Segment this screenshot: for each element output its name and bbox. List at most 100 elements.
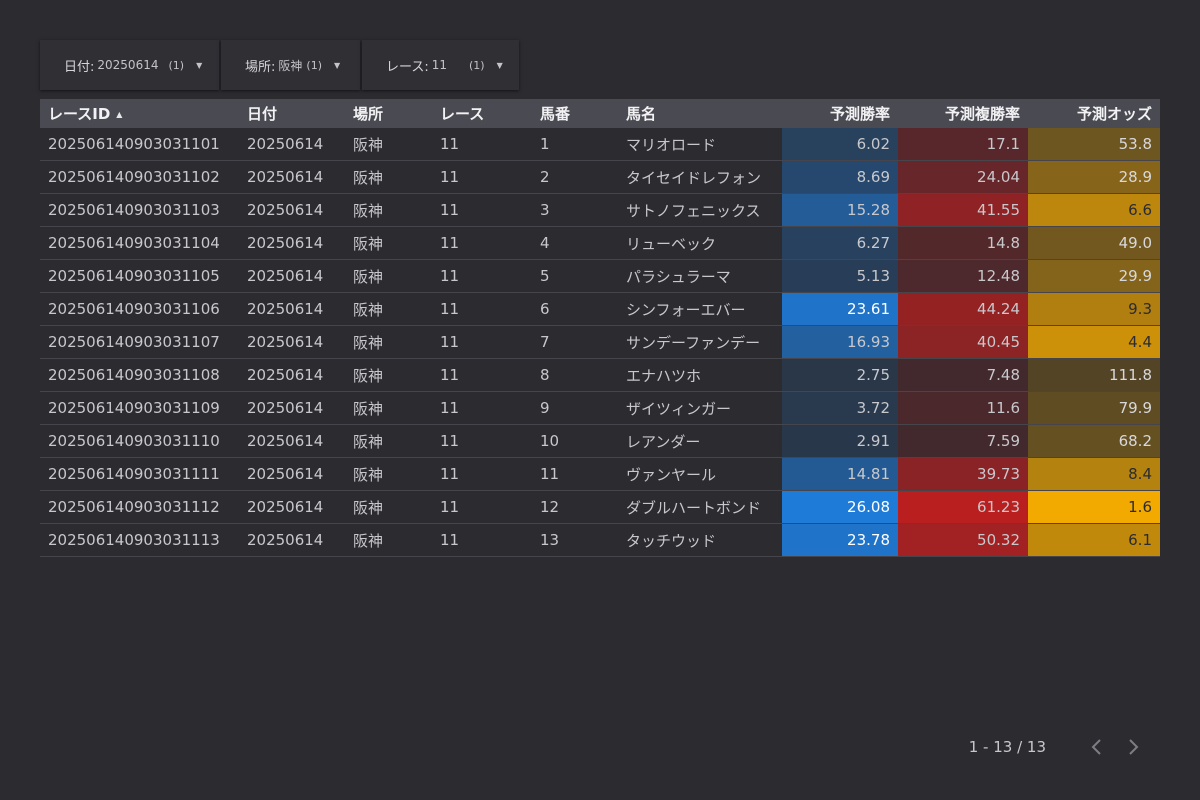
race-cell: 11 bbox=[432, 193, 532, 227]
column-header-race-id[interactable]: レースID ▲ bbox=[40, 99, 239, 128]
place-rate-cell: 24.04 bbox=[898, 160, 1028, 194]
table-row[interactable]: 202506140903031109 20250614 阪神 11 9 ザイツィンガー 3.… bbox=[40, 391, 1160, 425]
race-cell: 11 bbox=[432, 292, 532, 326]
date-cell: 20250614 bbox=[239, 490, 345, 524]
date-filter-label: 日付: bbox=[64, 59, 95, 75]
place-rate-cell: 39.73 bbox=[898, 457, 1028, 491]
horse-name-cell: ザイツィンガー bbox=[618, 391, 782, 425]
date-cell: 20250614 bbox=[239, 523, 345, 557]
race-filter[interactable]: レース: 11 (1) ▼ bbox=[362, 40, 519, 90]
date-cell: 20250614 bbox=[239, 457, 345, 491]
horse-number-cell: 12 bbox=[532, 490, 618, 524]
table-header-row: レースID ▲ 日付 場所 レース 馬番 馬名 予測勝率 予測複勝率 予測オッズ bbox=[40, 99, 1160, 128]
odds-cell: 79.9 bbox=[1028, 391, 1160, 425]
race-id-cell: 202506140903031102 bbox=[40, 160, 239, 194]
race-id-cell: 202506140903031110 bbox=[40, 424, 239, 458]
horse-number-cell: 9 bbox=[532, 391, 618, 425]
table-row[interactable]: 202506140903031106 20250614 阪神 11 6 シンフォーエバー 2… bbox=[40, 292, 1160, 326]
table-row[interactable]: 202506140903031105 20250614 阪神 11 5 パラシュラーマ 5.… bbox=[40, 259, 1160, 293]
place-filter-value: 阪神 bbox=[278, 58, 303, 73]
odds-cell: 53.8 bbox=[1028, 128, 1160, 161]
filter-bar: 日付: 20250614 (1) ▼ 場所: 阪神 (1) ▼ レース: 11 … bbox=[40, 40, 521, 90]
table-row[interactable]: 202506140903031108 20250614 阪神 11 8 エナハツホ 2.75… bbox=[40, 358, 1160, 392]
odds-cell: 68.2 bbox=[1028, 424, 1160, 458]
horse-number-cell: 2 bbox=[532, 160, 618, 194]
horse-name-cell: シンフォーエバー bbox=[618, 292, 782, 326]
results-table: レースID ▲ 日付 場所 レース 馬番 馬名 予測勝率 予測複勝率 予測オッズ … bbox=[40, 99, 1160, 557]
race-cell: 11 bbox=[432, 490, 532, 524]
win-rate-cell: 15.28 bbox=[782, 193, 898, 227]
race-cell: 11 bbox=[432, 325, 532, 359]
race-cell: 11 bbox=[432, 523, 532, 557]
win-rate-cell: 3.72 bbox=[782, 391, 898, 425]
table-row[interactable]: 202506140903031112 20250614 阪神 11 12 ダブルハートボン… bbox=[40, 490, 1160, 524]
place-cell: 阪神 bbox=[345, 523, 432, 557]
odds-cell: 1.6 bbox=[1028, 490, 1160, 524]
place-cell: 阪神 bbox=[345, 325, 432, 359]
table-row[interactable]: 202506140903031101 20250614 阪神 11 1 マリオロード 6.0… bbox=[40, 128, 1160, 161]
place-cell: 阪神 bbox=[345, 160, 432, 194]
place-cell: 阪神 bbox=[345, 259, 432, 293]
race-cell: 11 bbox=[432, 160, 532, 194]
win-rate-cell: 23.78 bbox=[782, 523, 898, 557]
odds-cell: 6.6 bbox=[1028, 193, 1160, 227]
column-header-place[interactable]: 場所 bbox=[345, 99, 432, 128]
win-rate-cell: 16.93 bbox=[782, 325, 898, 359]
win-rate-cell: 23.61 bbox=[782, 292, 898, 326]
table-row[interactable]: 202506140903031110 20250614 阪神 11 10 レアンダー 2.9… bbox=[40, 424, 1160, 458]
place-rate-cell: 41.55 bbox=[898, 193, 1028, 227]
table-row[interactable]: 202506140903031104 20250614 阪神 11 4 リューベック 6.2… bbox=[40, 226, 1160, 260]
place-filter[interactable]: 場所: 阪神 (1) ▼ bbox=[221, 40, 360, 90]
column-header-date[interactable]: 日付 bbox=[239, 99, 345, 128]
table-row[interactable]: 202506140903031111 20250614 阪神 11 11 ヴァンヤール 14… bbox=[40, 457, 1160, 491]
place-rate-cell: 7.48 bbox=[898, 358, 1028, 392]
date-cell: 20250614 bbox=[239, 226, 345, 260]
race-id-cell: 202506140903031111 bbox=[40, 457, 239, 491]
race-cell: 11 bbox=[432, 358, 532, 392]
column-header-race[interactable]: レース bbox=[432, 99, 532, 128]
chevron-right-icon[interactable] bbox=[1120, 735, 1148, 759]
date-cell: 20250614 bbox=[239, 292, 345, 326]
race-cell: 11 bbox=[432, 424, 532, 458]
caret-down-icon: ▼ bbox=[196, 60, 203, 70]
race-cell: 11 bbox=[432, 128, 532, 161]
column-header-odds[interactable]: 予測オッズ bbox=[1028, 99, 1160, 128]
race-id-cell: 202506140903031107 bbox=[40, 325, 239, 359]
column-header-place-rate[interactable]: 予測複勝率 bbox=[898, 99, 1028, 128]
race-cell: 11 bbox=[432, 457, 532, 491]
table-row[interactable]: 202506140903031107 20250614 阪神 11 7 サンデーファンデー… bbox=[40, 325, 1160, 359]
odds-cell: 111.8 bbox=[1028, 358, 1160, 392]
race-cell: 11 bbox=[432, 259, 532, 293]
horse-number-cell: 11 bbox=[532, 457, 618, 491]
horse-name-cell: ダブルハートボンド bbox=[618, 490, 782, 524]
place-rate-cell: 12.48 bbox=[898, 259, 1028, 293]
horse-name-cell: マリオロード bbox=[618, 128, 782, 161]
table-body: 202506140903031101 20250614 阪神 11 1 マリオロード 6.0… bbox=[40, 128, 1160, 557]
column-header-horse-name[interactable]: 馬名 bbox=[618, 99, 782, 128]
place-rate-cell: 17.1 bbox=[898, 128, 1028, 161]
race-id-cell: 202506140903031106 bbox=[40, 292, 239, 326]
table-row[interactable]: 202506140903031102 20250614 阪神 11 2 タイセイドレフォン… bbox=[40, 160, 1160, 194]
horse-name-cell: エナハツホ bbox=[618, 358, 782, 392]
horse-number-cell: 10 bbox=[532, 424, 618, 458]
chevron-left-icon[interactable] bbox=[1082, 735, 1110, 759]
column-header-horse-number[interactable]: 馬番 bbox=[532, 99, 618, 128]
win-rate-cell: 6.27 bbox=[782, 226, 898, 260]
race-id-cell: 202506140903031112 bbox=[40, 490, 239, 524]
horse-name-cell: サンデーファンデー bbox=[618, 325, 782, 359]
pagination-range: 1 - 13 / 13 bbox=[968, 738, 1046, 756]
place-rate-cell: 14.8 bbox=[898, 226, 1028, 260]
race-id-cell: 202506140903031104 bbox=[40, 226, 239, 260]
horse-number-cell: 13 bbox=[532, 523, 618, 557]
place-cell: 阪神 bbox=[345, 226, 432, 260]
win-rate-cell: 8.69 bbox=[782, 160, 898, 194]
win-rate-cell: 14.81 bbox=[782, 457, 898, 491]
date-filter[interactable]: 日付: 20250614 (1) ▼ bbox=[40, 40, 219, 90]
race-id-cell: 202506140903031103 bbox=[40, 193, 239, 227]
table-row[interactable]: 202506140903031113 20250614 阪神 11 13 タッチウッド 23… bbox=[40, 523, 1160, 557]
column-header-win-rate[interactable]: 予測勝率 bbox=[782, 99, 898, 128]
place-cell: 阪神 bbox=[345, 358, 432, 392]
horse-name-cell: リューベック bbox=[618, 226, 782, 260]
place-cell: 阪神 bbox=[345, 457, 432, 491]
table-row[interactable]: 202506140903031103 20250614 阪神 11 3 サトノフェニックス… bbox=[40, 193, 1160, 227]
